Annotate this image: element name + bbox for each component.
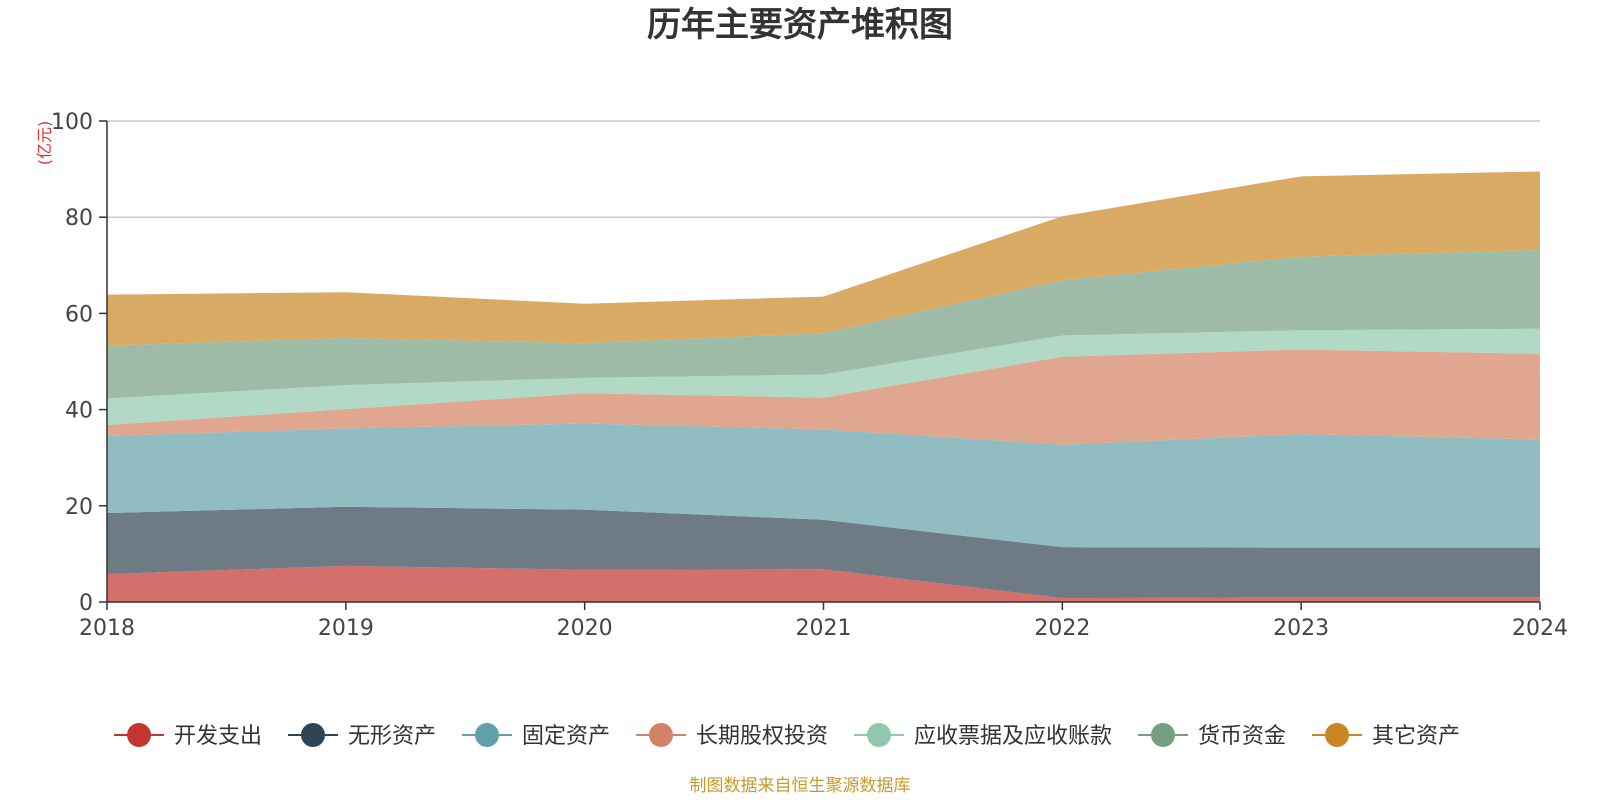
legend-item-2[interactable]: 无形资产	[288, 723, 436, 749]
y-axis-unit-label: (亿元)	[35, 121, 54, 166]
legend-label-3: 固定资产	[522, 724, 610, 749]
legend-marker-6	[1151, 723, 1175, 747]
legend-label-6: 货币资金	[1198, 724, 1286, 749]
x-tick-label-2020: 2020	[557, 616, 613, 641]
legend-marker-5	[867, 723, 891, 747]
area-series-6	[107, 249, 1540, 399]
legend-marker-1	[127, 723, 151, 747]
area-series-group	[107, 171, 1540, 602]
legend[interactable]: 开发支出 无形资产 固定资产 长期股权投资 应收票据及应收账款 货币资金 其它资产	[114, 723, 1460, 749]
legend-item-6[interactable]: 货币资金	[1138, 723, 1286, 749]
area-series-4	[107, 349, 1540, 445]
legend-item-4[interactable]: 长期股权投资	[636, 723, 828, 749]
y-tick-label-60: 60	[65, 302, 93, 327]
legend-marker-3	[475, 723, 499, 747]
x-tick-label-2024: 2024	[1512, 616, 1568, 641]
area-series-2	[107, 506, 1540, 599]
legend-marker-7	[1325, 723, 1349, 747]
legend-label-2: 无形资产	[348, 724, 436, 749]
y-tick-label-0: 0	[79, 591, 93, 616]
legend-item-5[interactable]: 应收票据及应收账款	[854, 723, 1112, 749]
x-tick-label-2018: 2018	[79, 616, 135, 641]
x-tick-label-2022: 2022	[1034, 616, 1090, 641]
x-tick-label-2023: 2023	[1273, 616, 1329, 641]
source-note: 制图数据来自恒生聚源数据库	[690, 776, 911, 796]
legend-marker-2	[301, 723, 325, 747]
area-series-1	[107, 565, 1540, 602]
x-tick-label-2021: 2021	[796, 616, 852, 641]
area-series-3	[107, 423, 1540, 548]
area-series-7	[107, 171, 1540, 346]
legend-label-4: 长期股权投资	[696, 724, 828, 749]
legend-marker-4	[649, 723, 673, 747]
y-tick-label-100: 100	[51, 110, 93, 135]
legend-label-7: 其它资产	[1372, 724, 1460, 749]
legend-item-3[interactable]: 固定资产	[462, 723, 610, 749]
y-tick-label-20: 20	[65, 495, 93, 520]
axes: 0 20 40 60 80 100 2018 2019 2020 2021 2022 2023 2024	[51, 110, 1568, 641]
y-tick-label-80: 80	[65, 206, 93, 231]
chart-title: 历年主要资产堆积图	[647, 5, 953, 45]
legend-item-1[interactable]: 开发支出	[114, 723, 262, 749]
y-tick-label-40: 40	[65, 399, 93, 424]
legend-label-5: 应收票据及应收账款	[914, 724, 1112, 749]
legend-item-7[interactable]: 其它资产	[1312, 723, 1460, 749]
legend-label-1: 开发支出	[174, 724, 262, 749]
x-tick-label-2019: 2019	[318, 616, 374, 641]
area-series-5	[107, 328, 1540, 425]
